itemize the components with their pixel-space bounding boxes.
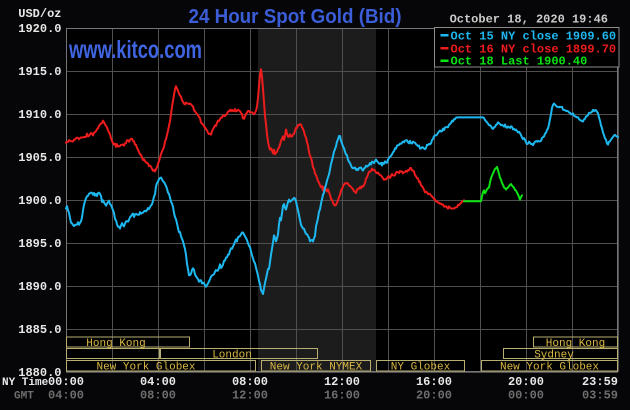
svg-text:Oct 18 Last 1900.40: Oct 18 Last 1900.40 — [451, 55, 588, 69]
svg-text:October 18, 2020 19:46: October 18, 2020 19:46 — [450, 13, 608, 27]
svg-text:1880.0: 1880.0 — [18, 366, 61, 380]
svg-text:04:00: 04:00 — [140, 375, 176, 389]
svg-text:New York Globex: New York Globex — [96, 362, 195, 374]
svg-text:20:00: 20:00 — [508, 375, 544, 389]
svg-text:24 Hour Spot Gold (Bid): 24 Hour Spot Gold (Bid) — [189, 5, 402, 28]
svg-text:1915.0: 1915.0 — [18, 65, 61, 79]
svg-text:www.kitco.com: www.kitco.com — [68, 36, 202, 64]
svg-text:NY Time: NY Time — [2, 377, 49, 389]
svg-text:New York Globex: New York Globex — [500, 362, 599, 374]
svg-text:23:59: 23:59 — [582, 375, 618, 389]
svg-text:New York NYMEX: New York NYMEX — [270, 362, 363, 374]
svg-text:03:59: 03:59 — [582, 389, 618, 403]
svg-text:GMT: GMT — [14, 391, 34, 403]
svg-text:USD/oz: USD/oz — [18, 7, 61, 21]
svg-text:00:00: 00:00 — [48, 375, 84, 389]
svg-text:12:00: 12:00 — [324, 375, 360, 389]
svg-text:1920.0: 1920.0 — [18, 22, 61, 36]
svg-text:Oct 15 NY close 1909.60: Oct 15 NY close 1909.60 — [451, 30, 617, 44]
svg-text:Oct 16 NY close 1899.70: Oct 16 NY close 1899.70 — [451, 43, 617, 57]
svg-text:1910.0: 1910.0 — [18, 108, 61, 122]
svg-text:1895.0: 1895.0 — [18, 237, 61, 251]
svg-text:16:00: 16:00 — [324, 389, 360, 403]
svg-text:08:00: 08:00 — [140, 389, 176, 403]
svg-text:20:00: 20:00 — [416, 389, 452, 403]
svg-text:08:00: 08:00 — [232, 375, 268, 389]
svg-text:12:00: 12:00 — [232, 389, 268, 403]
svg-text:16:00: 16:00 — [416, 375, 452, 389]
svg-text:1890.0: 1890.0 — [18, 280, 61, 294]
svg-text:1900.0: 1900.0 — [18, 194, 61, 208]
svg-text:1885.0: 1885.0 — [18, 323, 61, 337]
svg-text:London: London — [212, 350, 252, 362]
svg-text:NY Globex: NY Globex — [391, 362, 451, 374]
svg-text:04:00: 04:00 — [48, 389, 84, 403]
svg-text:Hong Kong: Hong Kong — [86, 338, 145, 350]
svg-text:00:00: 00:00 — [508, 389, 544, 403]
svg-text:Sydney: Sydney — [534, 350, 574, 362]
svg-text:Hong Kong: Hong Kong — [546, 338, 605, 350]
svg-text:1905.0: 1905.0 — [18, 151, 61, 165]
